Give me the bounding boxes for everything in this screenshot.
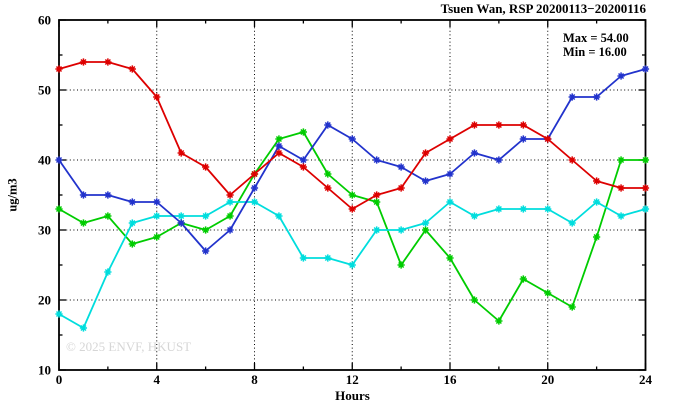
y-tick-label: 30 xyxy=(38,223,51,238)
x-tick-label: 24 xyxy=(639,372,653,387)
x-tick-label: 0 xyxy=(56,372,63,387)
y-tick-label: 20 xyxy=(38,293,51,308)
x-tick-label: 8 xyxy=(251,372,258,387)
x-axis-label: Hours xyxy=(335,388,370,403)
x-tick-label: 12 xyxy=(346,372,359,387)
x-tick-label: 20 xyxy=(541,372,554,387)
series-green-markers xyxy=(55,128,650,325)
series-red-line xyxy=(55,58,650,213)
y-tick-label: 10 xyxy=(38,363,51,378)
series-cyan-line xyxy=(55,198,650,332)
chart-title: Tsuen Wan, RSP 20200113−20200116 xyxy=(440,1,646,16)
max-value-label: Max = 54.00 xyxy=(563,31,629,45)
series-cyan-markers xyxy=(55,198,650,332)
y-tick-label: 60 xyxy=(38,13,51,28)
y-axis-label: ug/m3 xyxy=(5,178,20,212)
series-blue-markers xyxy=(55,65,650,255)
min-value-label: Min = 16.00 xyxy=(563,45,627,59)
series-green-line xyxy=(55,128,650,325)
watermark: © 2025 ENVF, HKUST xyxy=(66,339,192,354)
plot-border xyxy=(58,19,647,371)
y-tick-label: 40 xyxy=(38,153,51,168)
y-tick-label: 50 xyxy=(38,83,51,98)
series-green-path xyxy=(58,131,646,322)
series-red-markers xyxy=(55,58,650,213)
x-tick-label: 16 xyxy=(444,372,458,387)
x-tick-label: 4 xyxy=(154,372,161,387)
max-min-annotation: Max = 54.00 Min = 16.00 xyxy=(563,31,629,59)
